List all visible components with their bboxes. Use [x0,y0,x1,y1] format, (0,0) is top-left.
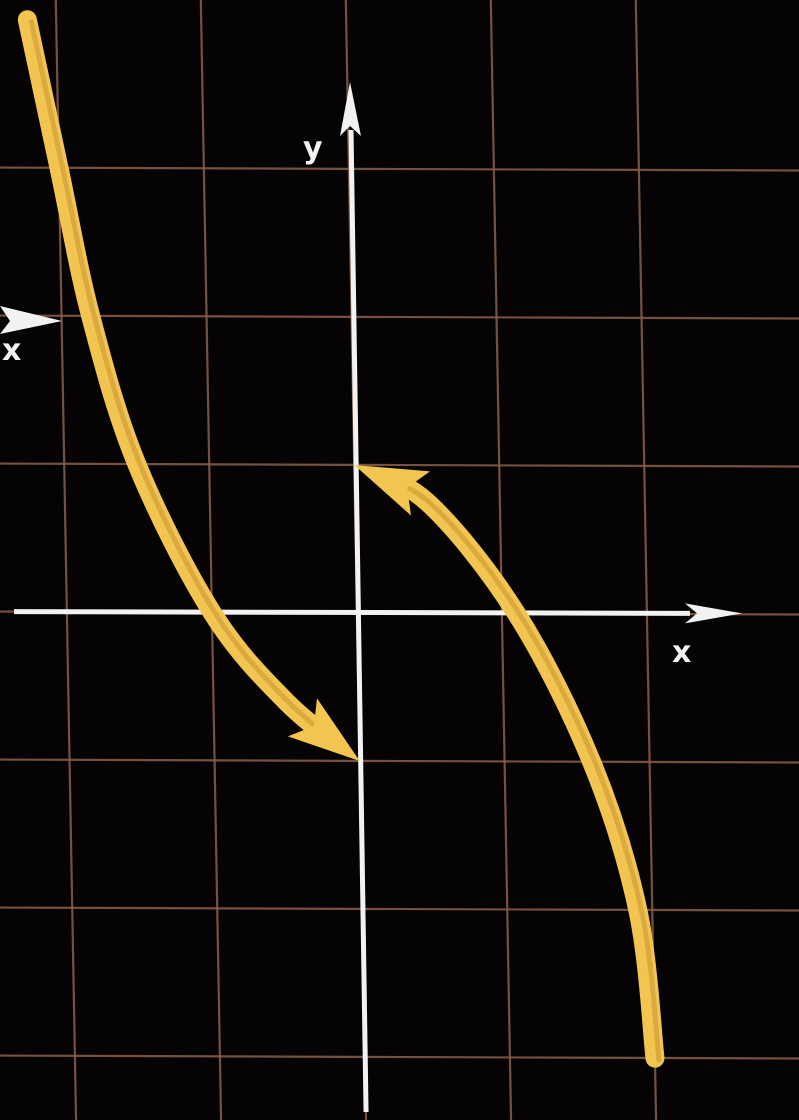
curves [17,10,665,1068]
grid-line-horizontal-4 [0,462,799,468]
grid-line-vertical-3 [489,0,513,1120]
x-axis-label: x [672,635,691,670]
curve-shade-series-0 [28,19,367,766]
x-axis-line [13,609,691,616]
x-axis-arrowhead [685,603,742,624]
stray-x-label: x [2,333,21,368]
stray-axis-arrowhead [0,306,62,334]
y-axis-line [348,129,369,1113]
grid-line-horizontal-5 [0,314,799,320]
curve-arrowhead-series-0 [287,698,360,761]
grid-line-horizontal-2 [0,758,799,764]
grid-line-horizontal-6 [0,166,799,172]
y-axis-label: y [303,131,323,166]
grid-line-horizontal-0 [0,1054,799,1060]
y-axis-arrowhead [340,82,361,136]
curve-arrowhead-series-1 [354,465,430,516]
grid-line-horizontal-1 [0,906,799,912]
axes [0,82,742,1113]
grid-line-vertical-1 [199,0,223,1120]
grid-line-vertical-4 [634,0,658,1120]
curve-shade-series-1 [355,464,662,1063]
